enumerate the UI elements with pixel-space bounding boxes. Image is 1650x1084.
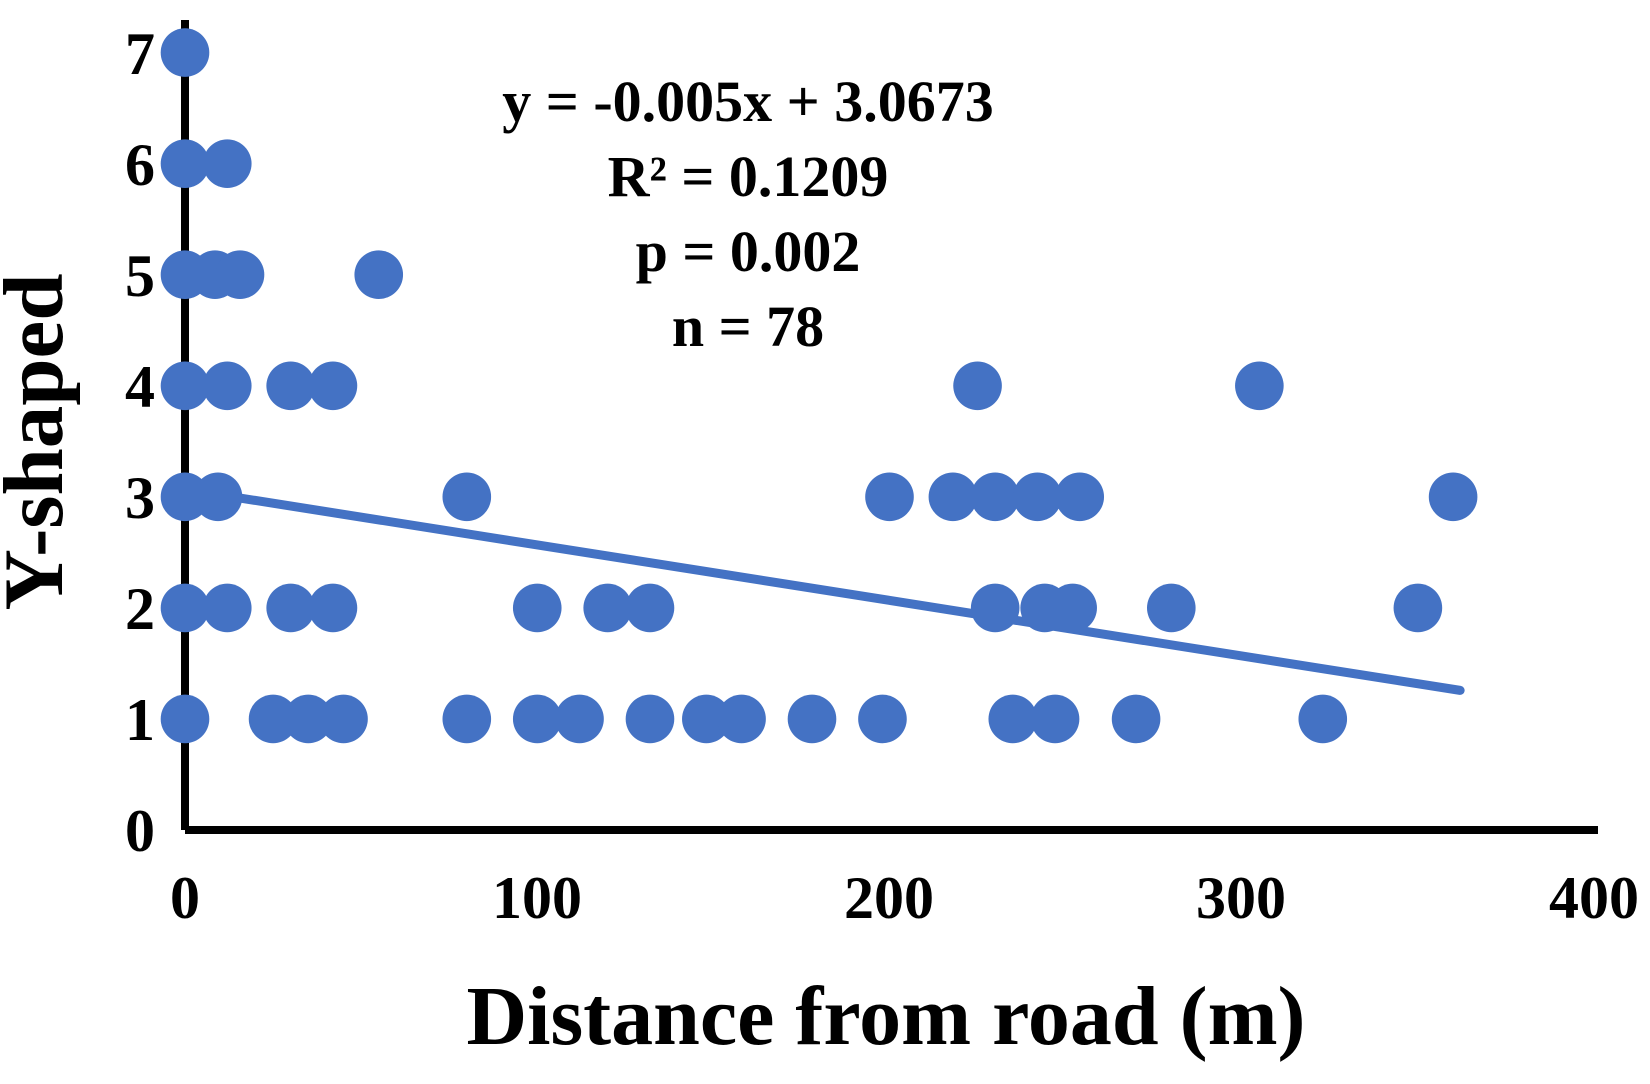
- svg-text:5: 5: [125, 243, 155, 309]
- svg-text:100: 100: [492, 865, 582, 931]
- svg-text:p = 0.002: p = 0.002: [636, 219, 861, 284]
- svg-text:300: 300: [1196, 865, 1286, 931]
- svg-text:y = -0.005x + 3.0673: y = -0.005x + 3.0673: [502, 69, 993, 134]
- svg-text:6: 6: [125, 132, 155, 198]
- svg-text:2: 2: [125, 576, 155, 642]
- svg-text:Distance from road (m): Distance from road (m): [466, 970, 1305, 1063]
- svg-text:3: 3: [125, 465, 155, 531]
- svg-text:Y-shaped: Y-shaped: [0, 273, 81, 610]
- svg-text:0: 0: [170, 865, 200, 931]
- svg-text:200: 200: [844, 865, 934, 931]
- svg-text:4: 4: [125, 354, 155, 420]
- svg-text:1: 1: [125, 687, 155, 753]
- svg-text:400: 400: [1549, 865, 1639, 931]
- svg-text:7: 7: [125, 21, 155, 87]
- svg-text:n = 78: n = 78: [672, 294, 824, 359]
- svg-text:R² = 0.1209: R² = 0.1209: [608, 144, 889, 209]
- svg-text:0: 0: [125, 798, 155, 864]
